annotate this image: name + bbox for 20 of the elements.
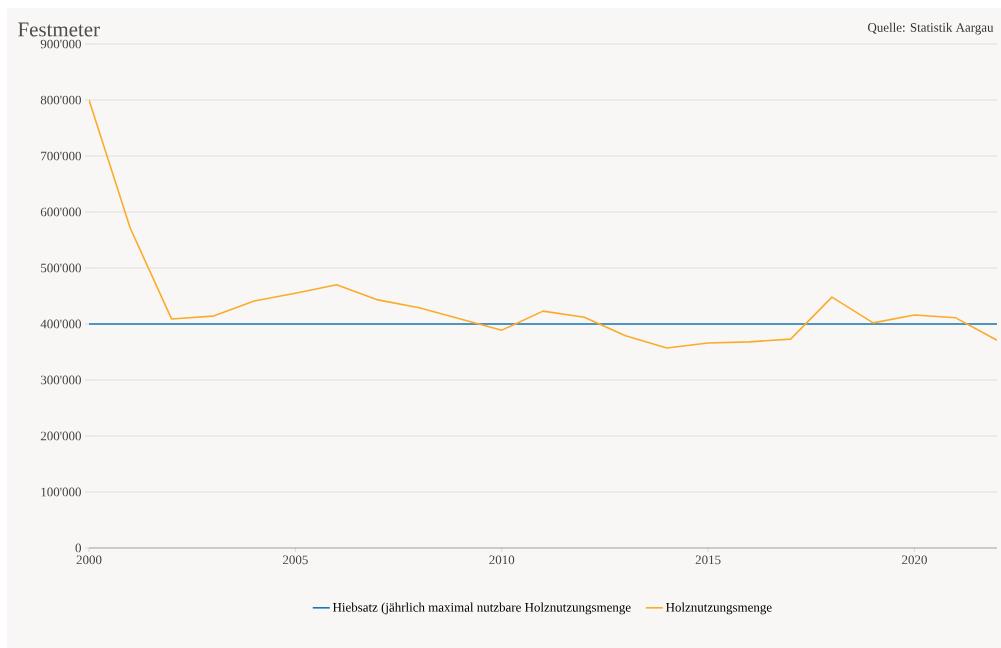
y-tick-label: 400'000 xyxy=(40,319,81,329)
x-tick-label: 2010 xyxy=(489,555,515,565)
x-tick-label: 2020 xyxy=(902,555,927,565)
y-tick-label: 900'000 xyxy=(40,39,81,49)
legend-label: Hiebsatz (jährlich maximal nutzbare Holznutzungsmenge xyxy=(332,602,631,615)
legend-label: Holznutzungsmenge xyxy=(665,602,772,615)
y-tick-label: 300'000 xyxy=(40,375,81,385)
y-tick-label: 800'000 xyxy=(40,95,81,105)
x-tick-label: 2015 xyxy=(695,555,721,565)
y-tick-label: 100'000 xyxy=(41,487,81,497)
x-tick-label: 2000 xyxy=(76,555,102,565)
y-tick-label: 700'000 xyxy=(41,151,81,161)
y-axis-title: Festmeter xyxy=(18,22,100,37)
source-note: Quelle: Statistik Aargau xyxy=(868,22,994,35)
y-tick-label: 500'000 xyxy=(41,263,81,273)
y-tick-label: 200'000 xyxy=(40,431,81,441)
x-tick-label: 2005 xyxy=(282,555,308,565)
y-tick-label: 0 xyxy=(75,543,82,553)
line-series xyxy=(89,99,998,349)
y-tick-label: 600'000 xyxy=(40,207,81,217)
